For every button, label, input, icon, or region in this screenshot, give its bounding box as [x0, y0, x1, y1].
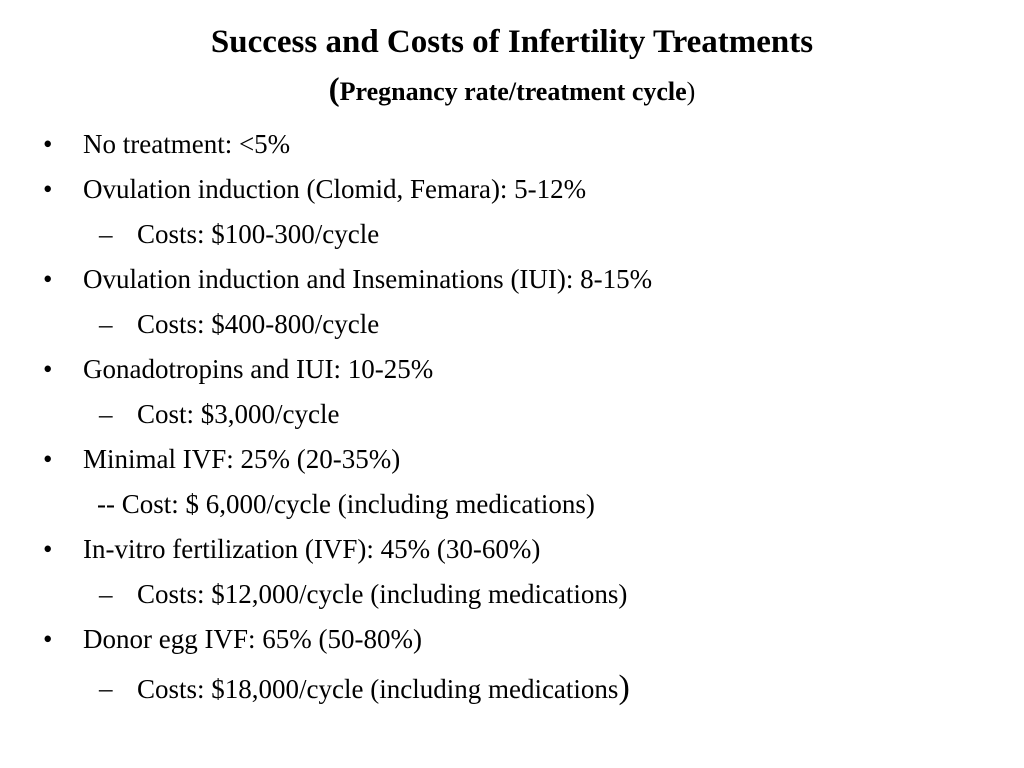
sub-item-text: Costs: $12,000/cycle (including medicati… [137, 579, 628, 609]
bullet-text: Gonadotropins and IUI: 10-25% [83, 354, 434, 384]
bullet-item: • Gonadotropins and IUI: 10-25% [0, 347, 1024, 392]
bullet-item: • Donor egg IVF: 65% (50-80%) [0, 617, 1024, 662]
dash-marker: – [99, 673, 113, 703]
closing-paren: ) [618, 669, 630, 706]
subtitle-open-paren: ( [328, 72, 340, 108]
dash-marker: – [99, 579, 113, 609]
bullet-marker: • [43, 129, 53, 159]
treatment-list: • No treatment: <5% • Ovulation inductio… [0, 122, 1024, 712]
bullet-text: Ovulation induction and Inseminations (I… [83, 264, 653, 294]
plain-sub-item: -- Cost: $ 6,000/cycle (including medica… [0, 482, 1024, 527]
bullet-item: • Minimal IVF: 25% (20-35%) [0, 437, 1024, 482]
dash-marker: – [99, 309, 113, 339]
plain-sub-item-text: -- Cost: $ 6,000/cycle (including medica… [97, 489, 595, 519]
bullet-marker: • [43, 174, 53, 204]
dash-marker: – [99, 399, 113, 429]
subtitle-text: Pregnancy rate/treatment cycle [339, 77, 687, 106]
bullet-item: • No treatment: <5% [0, 122, 1024, 167]
sub-item: – Costs: $18,000/cycle (including medica… [0, 662, 1024, 712]
bullet-text: Minimal IVF: 25% (20-35%) [83, 444, 401, 474]
sub-item: – Costs: $100-300/cycle [0, 212, 1024, 257]
bullet-text: In-vitro fertilization (IVF): 45% (30-60… [83, 534, 541, 564]
sub-item-text: Costs: $18,000/cycle (including medicati… [137, 674, 619, 704]
bullet-text: No treatment: <5% [83, 129, 291, 159]
bullet-marker: • [43, 264, 53, 294]
sub-item: – Costs: $400-800/cycle [0, 302, 1024, 347]
sub-item-text-wrap: Costs: $18,000/cycle (including medicati… [137, 662, 630, 715]
slide-subtitle: (Pregnancy rate/treatment cycle) [0, 72, 1024, 110]
sub-item: – Cost: $3,000/cycle [0, 392, 1024, 437]
subtitle-close-paren: ) [686, 77, 696, 106]
sub-item-text: Cost: $3,000/cycle [137, 399, 340, 429]
bullet-marker: • [43, 444, 53, 474]
slide-title: Success and Costs of Infertility Treatme… [210, 24, 814, 60]
sub-item-text: Costs: $400-800/cycle [137, 309, 380, 339]
dash-marker: – [99, 219, 113, 249]
bullet-item: • Ovulation induction (Clomid, Femara): … [0, 167, 1024, 212]
sub-item-text: Costs: $100-300/cycle [137, 219, 380, 249]
bullet-marker: • [43, 534, 53, 564]
bullet-text: Ovulation induction (Clomid, Femara): 5-… [83, 174, 587, 204]
bullet-marker: • [43, 354, 53, 384]
sub-item: – Costs: $12,000/cycle (including medica… [0, 572, 1024, 617]
bullet-item: • Ovulation induction and Inseminations … [0, 257, 1024, 302]
bullet-text: Donor egg IVF: 65% (50-80%) [83, 624, 422, 654]
bullet-marker: • [43, 624, 53, 654]
bullet-item: • In-vitro fertilization (IVF): 45% (30-… [0, 527, 1024, 572]
